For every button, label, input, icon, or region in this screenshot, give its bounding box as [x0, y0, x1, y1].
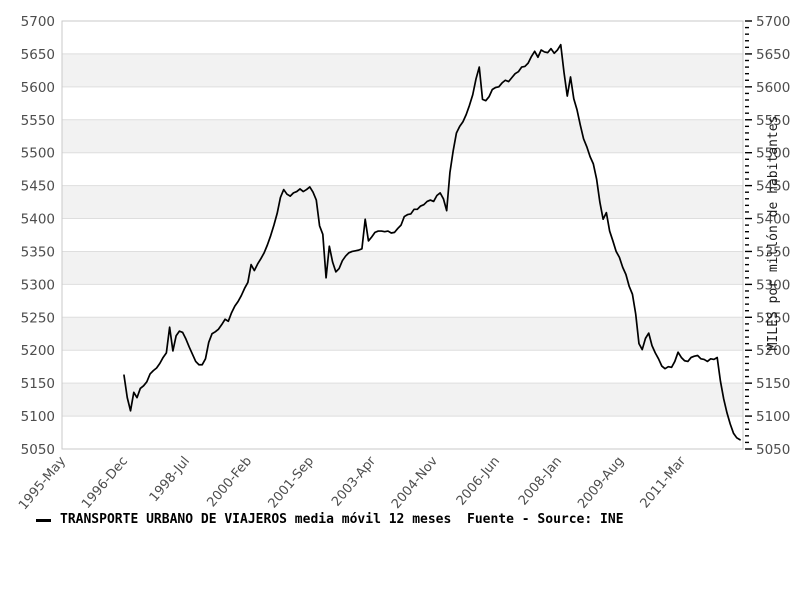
plot-bands: [62, 53, 743, 417]
svg-text:2009-Aug: 2009-Aug: [575, 454, 627, 512]
svg-text:1996-Dec: 1996-Dec: [79, 454, 131, 512]
svg-text:2011-Mar: 2011-Mar: [638, 453, 690, 511]
legend-line-swatch: [36, 518, 51, 522]
x-axis-labels: 1995-May 1996-Dec 1998-Jul 2000-Feb 2001-Sep…: [16, 453, 689, 513]
svg-text:2001-Sep: 2001-Sep: [266, 454, 318, 511]
svg-text:5150: 5150: [756, 376, 790, 392]
svg-text:1998-Jul: 1998-Jul: [147, 454, 193, 505]
y-axis-labels: 5050 5050 5100 5100 5150 5150 5200 5200 5250 5250…: [21, 14, 791, 458]
svg-text:5250: 5250: [21, 310, 55, 326]
svg-text:2004-Nov: 2004-Nov: [389, 454, 441, 512]
svg-text:1995-May: 1995-May: [16, 454, 69, 513]
svg-text:2000-Feb: 2000-Feb: [204, 454, 255, 510]
svg-text:5600: 5600: [756, 80, 790, 96]
legend: TRANSPORTE URBANO DE VIAJEROS media móvi…: [36, 512, 624, 527]
svg-text:5100: 5100: [756, 409, 790, 425]
plot-frame: [61, 20, 744, 450]
svg-text:2008-Jan: 2008-Jan: [516, 454, 565, 508]
svg-text:5400: 5400: [21, 212, 55, 228]
svg-text:5300: 5300: [21, 277, 55, 293]
svg-text:5400: 5400: [756, 212, 790, 228]
series-line: [123, 43, 741, 441]
svg-text:5600: 5600: [21, 80, 55, 96]
svg-text:5300: 5300: [756, 277, 790, 293]
svg-text:5200: 5200: [21, 343, 55, 359]
svg-text:5450: 5450: [756, 179, 790, 195]
right-minor-ticks: [745, 20, 752, 450]
right-axis-title: MILES por millón de habitantes: [766, 116, 781, 351]
legend-label: TRANSPORTE URBANO DE VIAJEROS media móvi…: [60, 512, 624, 527]
svg-text:5500: 5500: [21, 146, 55, 162]
svg-text:5200: 5200: [756, 343, 790, 359]
svg-text:5650: 5650: [21, 47, 55, 63]
svg-text:5050: 5050: [21, 442, 55, 458]
svg-text:5050: 5050: [756, 442, 790, 458]
svg-text:5550: 5550: [756, 113, 790, 129]
svg-text:5500: 5500: [756, 146, 790, 162]
svg-text:5150: 5150: [21, 376, 55, 392]
svg-text:5450: 5450: [21, 179, 55, 195]
svg-text:5350: 5350: [21, 244, 55, 260]
svg-text:5650: 5650: [756, 47, 790, 63]
svg-text:5700: 5700: [756, 14, 790, 30]
svg-text:5700: 5700: [21, 14, 55, 30]
svg-text:2006-Jun: 2006-Jun: [454, 454, 503, 509]
svg-text:2003-Apr: 2003-Apr: [329, 453, 379, 509]
svg-text:5250: 5250: [756, 310, 790, 326]
svg-text:5550: 5550: [21, 113, 55, 129]
svg-text:5100: 5100: [21, 409, 55, 425]
svg-text:5350: 5350: [756, 244, 790, 260]
